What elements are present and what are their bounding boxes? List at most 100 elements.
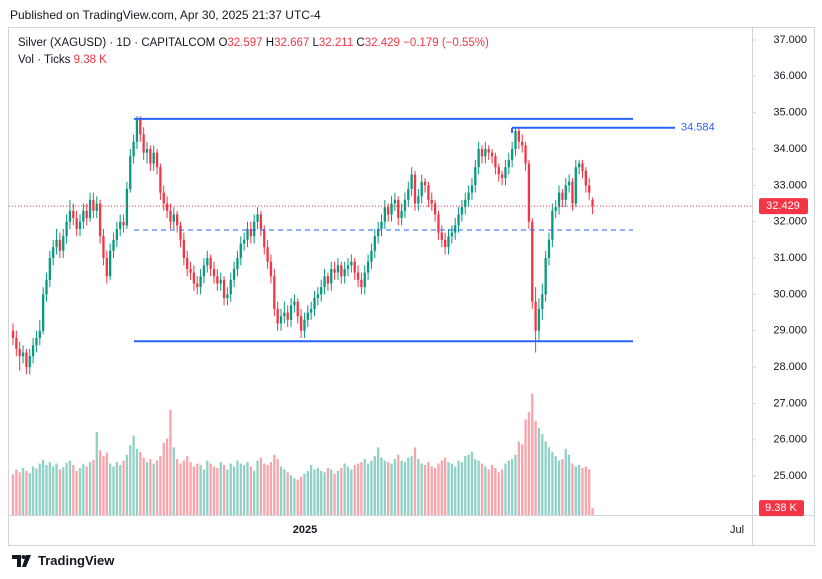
volume-bar — [477, 460, 480, 515]
candle-body — [189, 268, 192, 273]
candle-body — [165, 203, 169, 211]
candle-body — [457, 214, 460, 226]
candle-body — [346, 265, 350, 269]
candle-body — [92, 199, 95, 211]
volume-bar — [584, 466, 587, 515]
footer: TradingView — [12, 553, 114, 568]
volume-bar — [444, 457, 447, 515]
volume-bar — [115, 462, 118, 515]
candle-body — [246, 228, 249, 240]
y-tick-label: 26.000 — [773, 434, 807, 446]
volume-bar — [25, 470, 28, 515]
volume-bar — [273, 454, 276, 515]
x-tick-label: Jul — [730, 524, 744, 536]
volume-bar — [316, 467, 319, 515]
candle-body — [480, 149, 484, 157]
candle-body — [209, 258, 212, 269]
candle-body — [444, 239, 447, 248]
volume-bar — [165, 438, 169, 515]
volume-bar — [149, 459, 152, 515]
volume-bar — [400, 460, 403, 515]
candle-body — [172, 214, 175, 222]
volume-bar — [289, 475, 293, 515]
volume-bar — [189, 462, 192, 515]
candle-body — [326, 276, 330, 284]
candle-body — [517, 130, 520, 142]
y-tick-label: 36.000 — [773, 70, 807, 82]
candle-body — [410, 174, 413, 189]
candle-body — [303, 319, 306, 331]
candle-body — [427, 185, 430, 200]
volume-bar — [206, 460, 209, 515]
candle-body — [490, 152, 494, 157]
candle-body — [125, 188, 129, 226]
candle-body — [155, 152, 159, 168]
y-tick-label: 29.000 — [773, 325, 807, 337]
volume-bar — [122, 460, 125, 515]
candle-body — [467, 192, 470, 200]
volume-bar — [423, 465, 427, 515]
candle-body — [129, 156, 132, 189]
candle-body — [494, 156, 497, 168]
volume-bar — [78, 467, 82, 515]
volume-bar — [450, 463, 453, 515]
candle-body — [477, 149, 480, 168]
volume-bar — [407, 457, 410, 515]
volume-bar — [232, 466, 236, 515]
candle-body — [343, 268, 346, 277]
volume-bar — [82, 464, 85, 515]
candle-body — [591, 200, 594, 207]
candle-body — [42, 294, 45, 331]
volume-bar — [507, 460, 510, 515]
candle-body — [145, 149, 149, 153]
volume-bar — [457, 460, 460, 515]
volume-bar — [547, 447, 551, 515]
candle-body — [196, 283, 199, 288]
legend: Silver (XAGUSD) · 1D · CAPITALCOM O32.59… — [18, 35, 489, 69]
candle-body — [524, 145, 527, 164]
ohlc-value: 32.429 — [364, 37, 400, 49]
candle-body — [306, 312, 309, 320]
price-badge — [759, 198, 808, 215]
candle-body — [72, 210, 75, 219]
volume-bar — [494, 467, 497, 515]
volume-bar — [286, 472, 289, 515]
volume-bar — [212, 466, 216, 515]
volume-bar — [417, 459, 420, 515]
volume-bar — [18, 472, 21, 515]
volume-bar — [531, 393, 534, 515]
volume-bar — [557, 460, 561, 515]
y-tick-label: 30.000 — [773, 288, 807, 300]
volume-bar — [192, 466, 196, 515]
volume-bar — [135, 448, 139, 515]
volume-bar — [480, 463, 484, 515]
volume-bar — [119, 465, 122, 515]
candle-body — [75, 218, 78, 229]
volume-bar — [380, 457, 383, 515]
candle-body — [561, 192, 564, 200]
candle-body — [82, 210, 85, 222]
candle-body — [571, 181, 574, 204]
volume-bar — [467, 454, 470, 515]
candle-body — [557, 192, 561, 208]
candle-body — [269, 261, 273, 277]
volume-bar — [377, 447, 380, 515]
volume-bar — [353, 465, 356, 515]
volume-bar — [487, 469, 490, 515]
candle-body — [377, 228, 380, 237]
candle-body — [15, 338, 18, 349]
candle-body — [507, 159, 510, 168]
candle-body — [366, 261, 370, 273]
candle-body — [534, 301, 537, 331]
volume-bar — [323, 472, 326, 515]
volume-bar — [390, 463, 393, 515]
candle-body — [119, 221, 122, 229]
volume-badge — [759, 500, 804, 517]
candle-body — [239, 243, 242, 259]
volume-bar — [420, 463, 423, 515]
volume-bar — [571, 463, 574, 515]
candle-body — [279, 316, 283, 324]
candle-body — [440, 232, 443, 240]
candle-body — [581, 163, 584, 171]
candle-body — [514, 130, 517, 150]
